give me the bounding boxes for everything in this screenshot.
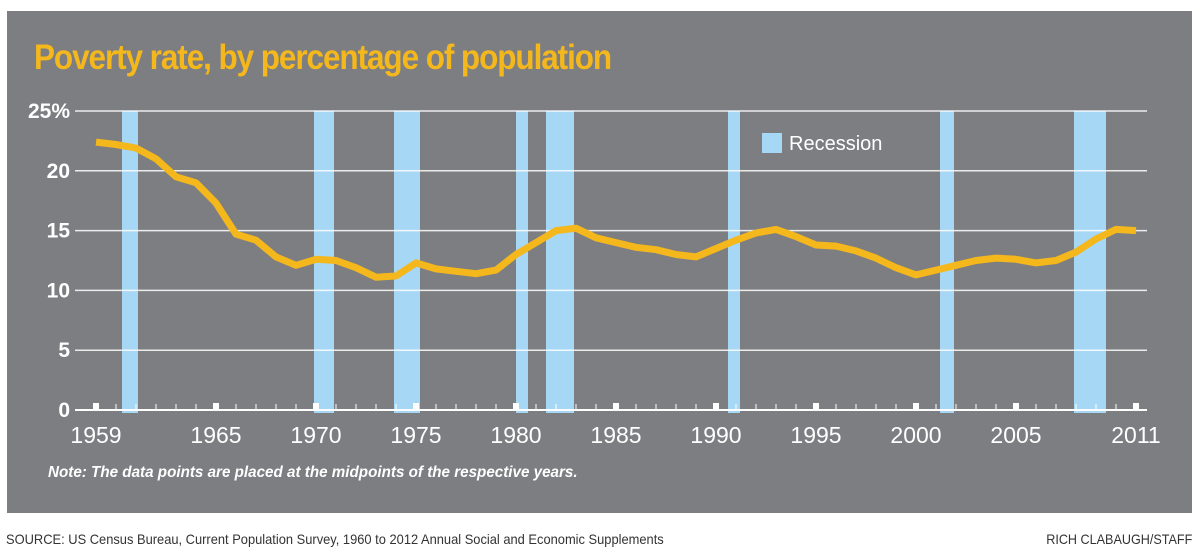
x-major-tick — [913, 403, 919, 410]
recession-band — [940, 111, 954, 413]
x-major-tick — [513, 403, 519, 410]
x-tick-label: 1980 — [490, 422, 541, 448]
x-major-tick — [1133, 403, 1139, 410]
x-major-tick — [413, 403, 419, 410]
legend: Recession — [762, 133, 882, 155]
series-line — [95, 138, 1137, 281]
recession-band — [122, 111, 138, 413]
x-major-tick — [313, 403, 319, 410]
x-tick-label: 2000 — [890, 422, 941, 448]
x-tick-label: 1970 — [290, 422, 341, 448]
y-tick-label: 15 — [47, 220, 71, 243]
recession-band — [516, 111, 528, 413]
recession-band — [728, 111, 740, 413]
chart-title: Poverty rate, by percentage of populatio… — [34, 38, 612, 77]
author-credit: RICH CLABAUGH/STAFF — [1045, 531, 1192, 547]
chart-note: Note: The data points are placed at the … — [48, 464, 578, 481]
x-tick-label: 1975 — [390, 422, 441, 448]
series-lines — [95, 138, 1137, 281]
y-tick-label: 0 — [58, 399, 70, 422]
x-tick-label: 1985 — [590, 422, 641, 448]
x-tick-label: 1965 — [190, 422, 241, 448]
x-tick-label: 1959 — [70, 422, 121, 448]
source-credit: SOURCE: US Census Bureau, Current Popula… — [6, 531, 664, 547]
x-tick-label: 1990 — [690, 422, 741, 448]
y-tick-label: 5 — [58, 339, 70, 362]
x-axis: 1959 1965 1970 1975 1980 1985 1990 1995 2000 2005… — [70, 403, 1161, 448]
y-axis-ticks: 0 5 10 15 20 25% — [28, 100, 70, 422]
x-major-tick — [1013, 403, 1019, 410]
x-tick-label: 1995 — [790, 422, 841, 448]
y-tick-label: 20 — [47, 160, 70, 183]
x-tick-label: 2005 — [990, 422, 1041, 448]
legend-swatch-recession — [762, 133, 782, 153]
x-major-tick — [713, 403, 719, 410]
chart-panel — [7, 11, 1192, 513]
y-tick-label: 10 — [47, 279, 70, 302]
gridlines — [75, 110, 1147, 411]
x-major-tick — [613, 403, 619, 410]
recession-band — [546, 111, 574, 413]
recession-band — [1074, 111, 1106, 413]
recession-bands — [122, 111, 1106, 413]
x-major-tick — [213, 403, 219, 410]
x-tick-label: 2011 — [1111, 422, 1160, 448]
legend-label-recession: Recession — [789, 133, 882, 155]
x-major-tick — [813, 403, 819, 410]
x-major-tick — [93, 403, 99, 410]
y-tick-label: 25% — [28, 100, 70, 123]
